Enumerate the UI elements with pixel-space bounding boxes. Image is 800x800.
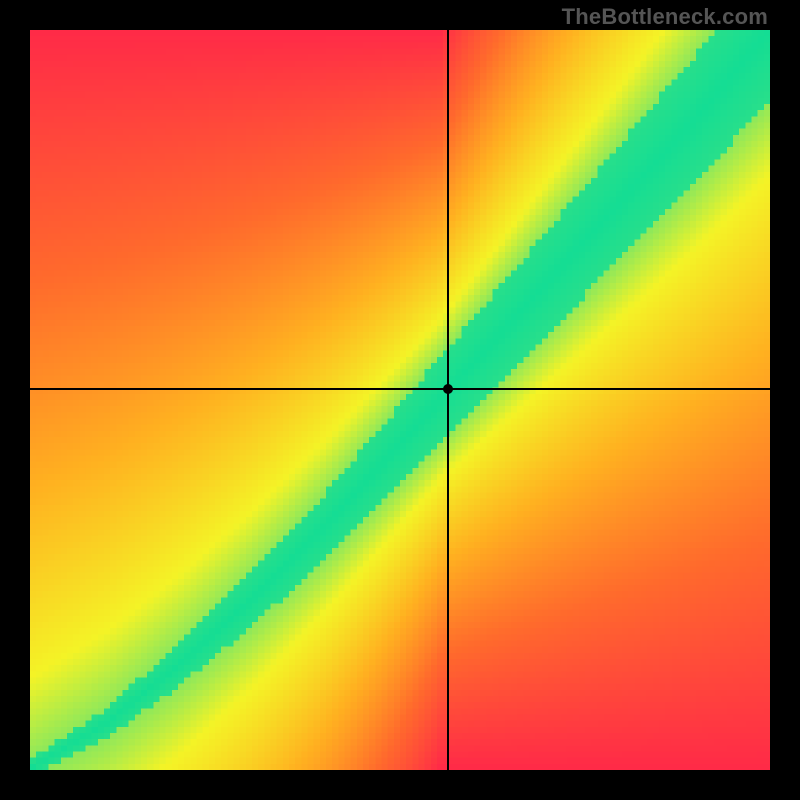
heatmap-canvas bbox=[30, 30, 770, 770]
watermark-text: TheBottleneck.com bbox=[562, 4, 768, 30]
figure-root: TheBottleneck.com bbox=[0, 0, 800, 800]
crosshair-horizontal bbox=[30, 388, 770, 390]
marker-dot bbox=[443, 384, 453, 394]
crosshair-vertical bbox=[447, 30, 449, 770]
